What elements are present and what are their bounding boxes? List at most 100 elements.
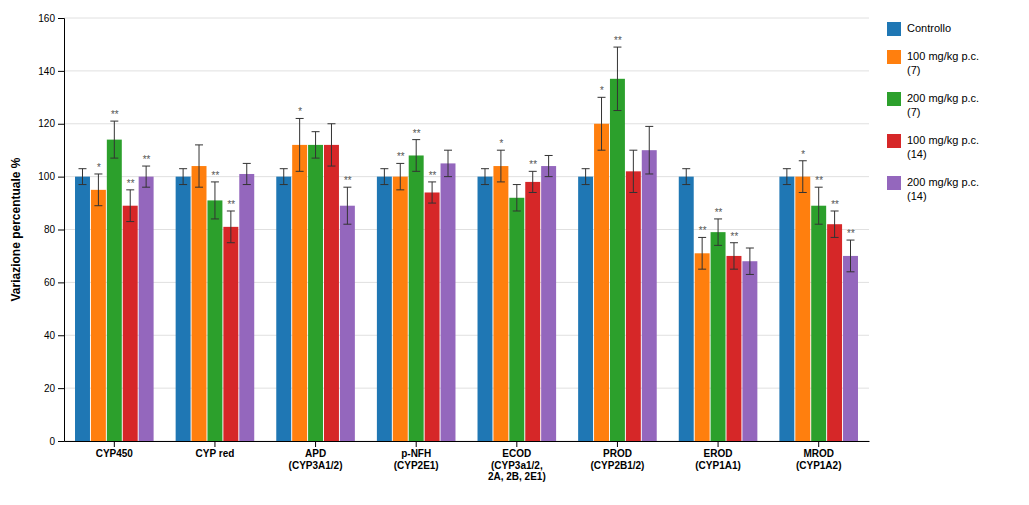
y-tick-mark: [58, 282, 64, 283]
x-tick-label-line: (CYP3a1/2,: [491, 460, 543, 471]
y-tick-label: 20: [44, 383, 56, 394]
y-tick: 160: [38, 13, 64, 24]
error-bar: [179, 169, 187, 185]
significance-marker: **: [211, 170, 220, 181]
x-tick-label: MROD(CYP1A2): [796, 448, 842, 471]
significance-marker: **: [412, 128, 421, 139]
bar: [292, 145, 307, 441]
y-tick: 60: [44, 277, 64, 288]
x-tick-label: PROD(CYP2B1/2): [590, 448, 644, 471]
bar: [795, 177, 810, 441]
significance-marker: **: [110, 109, 119, 120]
series: [75, 169, 794, 441]
legend-swatch: [887, 134, 901, 148]
error-bar: [815, 187, 823, 224]
bar: [843, 256, 858, 441]
bar: [695, 253, 710, 441]
significance-marker: **: [698, 225, 707, 236]
error-bar: [126, 190, 134, 222]
error-bar: [682, 169, 690, 185]
legend-label-line: (14): [907, 148, 927, 160]
bar: [441, 163, 456, 441]
legend-swatch: [887, 22, 901, 36]
legend-label-line: (14): [907, 190, 927, 202]
legend-label: 200 mg/kg p.c.(7): [907, 92, 979, 117]
legend-item: 200 mg/kg p.c.(14): [887, 176, 979, 202]
legend-label-line: 100 mg/kg p.c.: [907, 134, 979, 146]
bar: [726, 256, 741, 441]
x-tick: CYP450: [96, 441, 134, 459]
bar: [541, 166, 556, 441]
legend-swatch: [887, 92, 901, 106]
error-bar: [799, 161, 807, 193]
legend-swatch: [887, 176, 901, 190]
bar: [425, 192, 440, 441]
bar: [107, 140, 122, 441]
x-tick-label-line: ECOD: [502, 448, 531, 459]
error-bar: [513, 185, 521, 211]
error-bar: [312, 132, 320, 158]
x-tick-label-line: MROD: [803, 448, 834, 459]
series: [91, 97, 810, 441]
significance-marker: **: [126, 178, 135, 189]
bar: [525, 182, 540, 441]
y-tick: 140: [38, 66, 64, 77]
error-bar: [645, 126, 653, 174]
x-tick-mark: [617, 441, 618, 447]
error-bar: [444, 150, 452, 176]
y-tick: 20: [44, 383, 64, 394]
bar: [139, 177, 154, 441]
error-bar: [613, 47, 621, 110]
error-bar: [195, 145, 203, 187]
x-tick-mark: [114, 441, 115, 447]
x-tick-label-line: (CYP3A1/2): [289, 460, 343, 471]
x-tick: MROD(CYP1A2): [796, 441, 842, 471]
y-tick: 120: [38, 118, 64, 129]
bar: [493, 166, 508, 441]
significance-marker: **: [831, 199, 840, 210]
error-bar: [714, 219, 722, 245]
legend-label: 200 mg/kg p.c.(14): [907, 176, 979, 201]
error-bar: [396, 163, 404, 189]
bar: [176, 177, 191, 441]
bar: [509, 198, 524, 441]
legend-label-line: (7): [907, 64, 920, 76]
significance-marker: **: [227, 199, 236, 210]
y-axis: 020406080100120140160: [38, 13, 64, 447]
y-axis-title: Variazione percentuale %: [9, 157, 23, 301]
legend-label: 100 mg/kg p.c.(7): [907, 50, 979, 75]
series: [107, 47, 826, 441]
legend-label: 100 mg/kg p.c. (14): [907, 134, 979, 159]
x-tick: ECOD(CYP3a1/2,2A, 2B, 2E1): [488, 441, 546, 482]
y-tick-label: 40: [44, 330, 56, 341]
significance-marker: *: [801, 149, 806, 160]
significance-marker: **: [428, 170, 437, 181]
legend-item: 100 mg/kg p.c.(7): [887, 50, 979, 76]
bar: [626, 171, 641, 441]
bar: [478, 177, 493, 441]
error-bar: [529, 171, 537, 192]
x-tick: EROD(CYP1A1): [695, 441, 741, 471]
legend-item: Controllo: [887, 22, 951, 36]
y-axis-line: [58, 19, 65, 442]
x-tick-label-line: PROD: [603, 448, 632, 459]
error-bar: [545, 155, 553, 176]
bar: [679, 177, 694, 441]
significance-marker: *: [96, 162, 101, 173]
bar: [594, 124, 609, 441]
significance-marker: *: [600, 85, 605, 96]
y-tick-mark: [58, 388, 64, 389]
x-tick: CYP red: [196, 441, 235, 459]
y-tick-label: 0: [49, 436, 55, 447]
x-tick: PROD(CYP2B1/2): [590, 441, 644, 471]
bar: [192, 166, 207, 441]
error-bar: [481, 169, 489, 185]
y-tick-mark: [58, 18, 64, 19]
plot-area: [75, 47, 858, 441]
bar: [711, 232, 726, 441]
bar: [377, 177, 392, 441]
bar: [578, 177, 593, 441]
error-bar: [343, 187, 351, 224]
significance-marker: **: [730, 231, 739, 242]
significance-marker: **: [529, 159, 538, 170]
